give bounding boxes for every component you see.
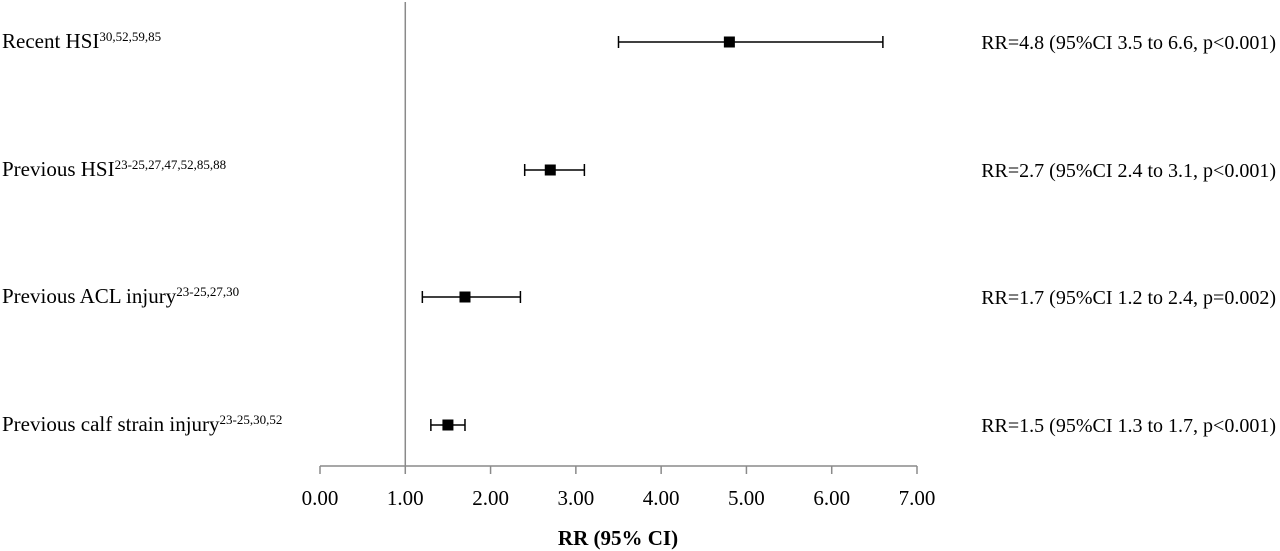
forest-row: Previous HSI23-25,27,47,52,85,88 RR=2.7 (…: [2, 157, 1276, 182]
row-label: Recent HSI30,52,59,85: [2, 29, 161, 53]
forest-row: Previous ACL injury23-25,27,30 RR=1.7 (95…: [2, 284, 1276, 309]
x-tick-label: 3.00: [557, 486, 594, 510]
x-tick-label: 4.00: [643, 486, 680, 510]
forest-row: Recent HSI30,52,59,85 RR=4.8 (95%CI 3.5 t…: [2, 29, 1276, 54]
x-tick-label: 6.00: [813, 486, 850, 510]
rr-annotation: RR=2.7 (95%CI 2.4 to 3.1, p<0.001): [981, 160, 1276, 182]
x-tick-label: 2.00: [472, 486, 509, 510]
row-label-text: Previous ACL injury: [2, 284, 177, 308]
row-label-refs: 30,52,59,85: [99, 29, 161, 44]
row-label-text: Previous calf strain injury: [2, 412, 220, 436]
row-label-refs: 23-25,30,52: [220, 412, 283, 427]
rr-annotation: RR=4.8 (95%CI 3.5 to 6.6, p<0.001): [981, 32, 1276, 54]
row-label: Previous HSI23-25,27,47,52,85,88: [2, 157, 226, 181]
point-estimate: [459, 291, 471, 303]
row-label-text: Recent HSI: [2, 29, 99, 53]
row-label-refs: 23-25,27,47,52,85,88: [115, 157, 227, 172]
row-label-refs: 23-25,27,30: [176, 284, 239, 299]
x-tick-label: 0.00: [302, 486, 339, 510]
x-tick-label: 1.00: [387, 486, 424, 510]
rr-annotation: RR=1.5 (95%CI 1.3 to 1.7, p<0.001): [981, 415, 1276, 437]
forest-row: Previous calf strain injury23-25,30,52 RR…: [2, 412, 1276, 437]
rr-annotation: RR=1.7 (95%CI 1.2 to 2.4, p=0.002): [981, 287, 1276, 309]
x-tick-label: 5.00: [728, 486, 765, 510]
row-label: Previous calf strain injury23-25,30,52: [2, 412, 282, 436]
point-estimate: [723, 36, 735, 48]
point-estimate: [442, 419, 454, 431]
x-axis-title: RR (95% CI): [558, 526, 678, 550]
row-label: Previous ACL injury23-25,27,30: [2, 284, 239, 308]
point-estimate: [544, 164, 556, 176]
row-label-text: Previous HSI: [2, 157, 115, 181]
x-tick-label: 7.00: [899, 486, 936, 510]
